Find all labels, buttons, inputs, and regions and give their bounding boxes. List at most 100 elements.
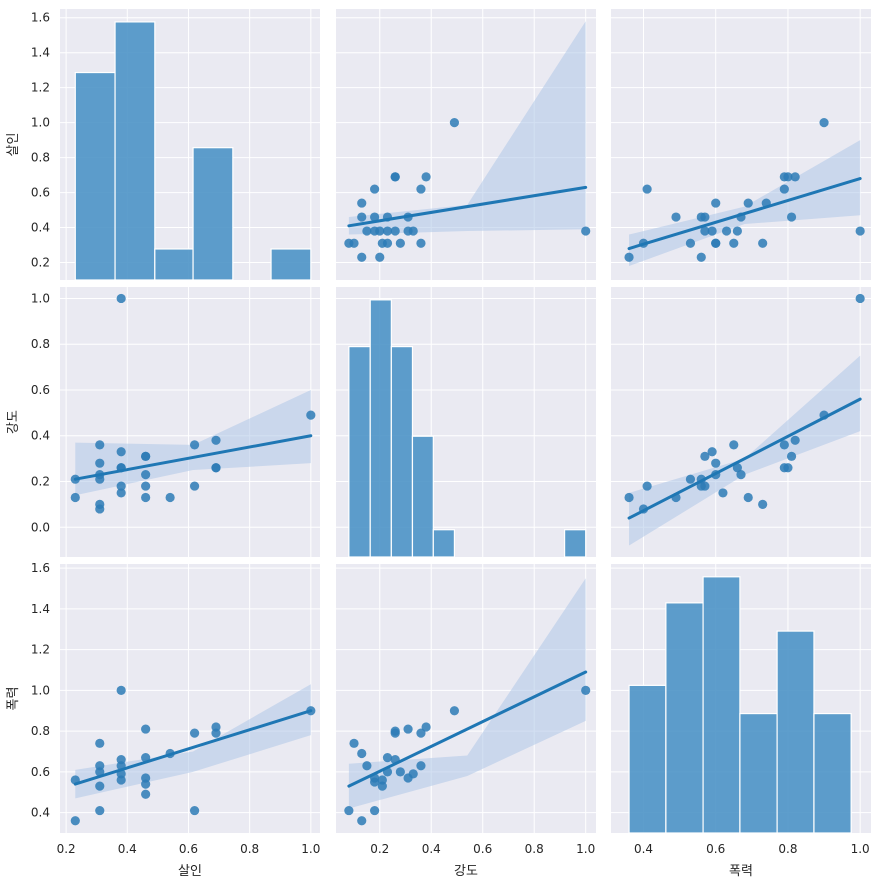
data-point xyxy=(116,447,126,457)
x-tick-label: 0.2 xyxy=(370,842,389,856)
data-point xyxy=(729,440,739,450)
data-point xyxy=(732,463,742,473)
data-point xyxy=(718,488,728,498)
data-point xyxy=(707,447,717,457)
data-point xyxy=(95,440,105,450)
histogram-bar xyxy=(192,147,234,281)
data-point xyxy=(408,226,418,236)
y-tick-label: 0.6 xyxy=(31,765,50,779)
y-tick-label: 0.8 xyxy=(31,151,50,165)
x-tick-label: 0.8 xyxy=(778,842,797,856)
data-point xyxy=(116,481,126,491)
histogram-bar xyxy=(628,684,667,834)
data-point xyxy=(211,463,221,473)
data-point xyxy=(141,451,151,461)
data-point xyxy=(421,722,431,732)
data-point xyxy=(141,773,151,783)
data-point xyxy=(671,212,681,222)
data-point xyxy=(95,761,105,771)
regression-line xyxy=(347,670,588,788)
data-point xyxy=(395,767,405,777)
x-axis-label: 강도 xyxy=(454,864,478,879)
data-point xyxy=(362,226,372,236)
data-point xyxy=(855,293,865,304)
data-point xyxy=(416,761,426,771)
data-point xyxy=(743,492,753,503)
data-point xyxy=(786,451,797,461)
x-tick-label: 1.0 xyxy=(301,842,320,856)
y-tick-label: 0.8 xyxy=(31,337,50,351)
data-point xyxy=(189,728,200,738)
data-point xyxy=(711,198,721,208)
x-tick-label: 0.8 xyxy=(525,842,544,856)
scatter-폭력-살인 xyxy=(624,118,865,267)
scatter-폭력-강도 xyxy=(624,293,865,546)
y-tick-label: 0.2 xyxy=(31,474,50,488)
data-point xyxy=(779,184,789,194)
data-point xyxy=(211,435,221,445)
data-point xyxy=(141,481,151,491)
data-point xyxy=(403,724,413,734)
x-tick-label: 0.4 xyxy=(118,842,137,856)
data-point xyxy=(700,481,710,491)
y-tick-label: 1.0 xyxy=(31,291,50,305)
y-tick-label: 0.8 xyxy=(31,724,50,738)
data-point xyxy=(306,410,316,420)
y-tick-label: 1.0 xyxy=(31,683,50,697)
scatter-살인-강도 xyxy=(70,293,316,514)
data-point xyxy=(783,463,793,473)
confidence-band xyxy=(629,355,861,546)
data-point xyxy=(790,172,800,182)
data-point xyxy=(783,172,793,182)
y-tick-label: 0.6 xyxy=(31,383,50,397)
x-tick-label: 0.4 xyxy=(422,842,441,856)
regression-line xyxy=(347,185,588,228)
data-point xyxy=(375,226,385,236)
y-axis-label: 살인 xyxy=(6,133,21,157)
data-point xyxy=(758,499,768,509)
data-point xyxy=(141,470,151,480)
y-tick-label: 1.4 xyxy=(31,46,50,60)
data-point xyxy=(189,481,200,491)
confidence-band xyxy=(629,140,861,267)
data-point xyxy=(357,816,367,826)
histogram-bar xyxy=(348,346,371,558)
histogram-살인 xyxy=(74,21,312,281)
y-tick-label: 1.2 xyxy=(31,643,50,657)
data-point xyxy=(395,238,405,248)
data-point xyxy=(357,748,367,759)
histogram-bar xyxy=(369,299,392,558)
regression-line xyxy=(73,709,313,786)
y-axis-2: 0.4 0.6 0.8 1.0 1.2 1.4 1.6 폭력 xyxy=(6,561,50,820)
data-point xyxy=(786,212,797,222)
y-tick-label: 1.6 xyxy=(31,561,50,575)
x-axis-1: 0.2 0.4 0.6 0.8 1.0 강도 xyxy=(370,842,595,879)
data-point xyxy=(711,238,721,248)
y-tick-label: 1.2 xyxy=(31,81,50,95)
histogram-bar xyxy=(411,435,434,558)
y-tick-label: 1.4 xyxy=(31,602,50,616)
data-point xyxy=(95,458,105,468)
data-point xyxy=(779,440,789,450)
data-point xyxy=(642,481,652,491)
data-point xyxy=(116,685,126,695)
data-point xyxy=(685,474,696,484)
histogram-bar xyxy=(739,712,778,834)
histogram-bar xyxy=(813,712,852,834)
x-axis-0: 0.2 0.4 0.6 0.8 1.0 살인 xyxy=(57,842,321,879)
data-point xyxy=(736,470,746,480)
data-point xyxy=(344,805,354,816)
data-point xyxy=(729,238,739,248)
confidence-band xyxy=(348,21,586,235)
data-point xyxy=(721,226,732,236)
data-point xyxy=(116,293,126,304)
histogram-bar xyxy=(390,346,414,558)
data-point xyxy=(707,226,717,236)
y-tick-label: 0.4 xyxy=(31,806,50,820)
data-point xyxy=(790,435,800,445)
data-point xyxy=(357,252,367,262)
data-point xyxy=(370,184,380,194)
scatter-강도-폭력 xyxy=(344,578,591,826)
data-point xyxy=(416,238,426,248)
